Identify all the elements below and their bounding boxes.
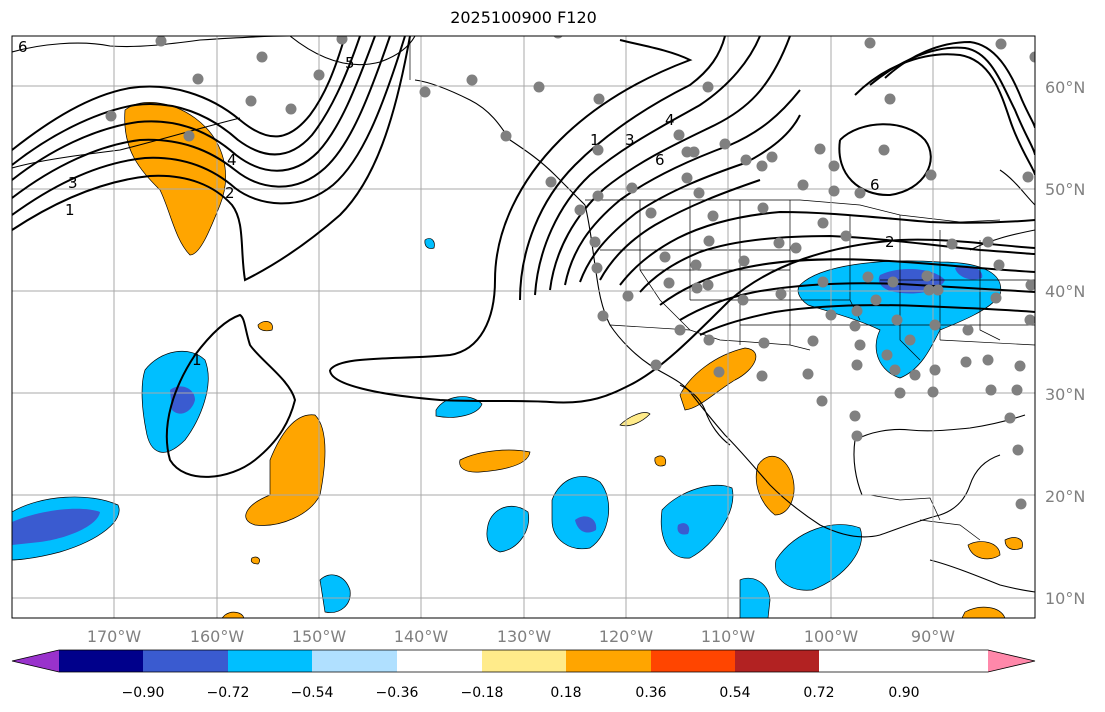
- contour-label-2a: 2: [225, 184, 235, 202]
- colorbar-segment-3: [228, 650, 312, 672]
- colorbar-segments: [59, 650, 819, 672]
- latitude-axis: 60°N 50°N 40°N 30°N 20°N 10°N: [1045, 78, 1085, 608]
- colorbar-segment-4: [312, 650, 397, 672]
- contour-label-4a: 4: [665, 111, 675, 129]
- lon-label-160: 160°W: [190, 627, 245, 646]
- colorbar-label-5: −0.18: [461, 685, 504, 701]
- colorbar-label-6: 0.18: [550, 685, 581, 701]
- contour-label-1a: 1: [65, 201, 75, 219]
- lon-label-170: 170°W: [87, 627, 142, 646]
- lon-label-120: 120°W: [599, 627, 654, 646]
- colorbar-label-7: 0.36: [635, 685, 666, 701]
- contour-label-6a: 6: [655, 151, 665, 169]
- colorbar-label-3: −0.54: [291, 685, 334, 701]
- contour-label-1b: 1: [192, 351, 202, 369]
- contour-label-2b: 2: [885, 233, 895, 251]
- lon-label-110: 110°W: [701, 627, 756, 646]
- map-frame: [11, 35, 1036, 619]
- contour-label-3a: 3: [68, 174, 78, 192]
- lon-label-150: 150°W: [292, 627, 347, 646]
- lat-label-20: 20°N: [1045, 487, 1085, 506]
- colorbar-label-4: −0.36: [376, 685, 419, 701]
- contour-label-6b: 6: [870, 176, 880, 194]
- lat-label-40: 40°N: [1045, 282, 1085, 301]
- contour-label-1c: 1: [590, 131, 600, 149]
- contour-lines: [12, 36, 1035, 478]
- colorbar-segment-6: [482, 650, 566, 672]
- colorbar-label-9: 0.72: [803, 685, 834, 701]
- colorbar-label-1: −0.90: [122, 685, 165, 701]
- lat-label-60: 60°N: [1045, 78, 1085, 97]
- colorbar: −0.90 −0.72 −0.54 −0.36 −0.18 0.18 0.36 …: [11, 649, 1036, 701]
- graticule: [12, 36, 1035, 618]
- contour-label-4b: 4: [227, 151, 237, 169]
- lat-label-50: 50°N: [1045, 180, 1085, 199]
- lon-label-130: 130°W: [497, 627, 552, 646]
- station-markers: [105, 36, 1035, 510]
- coastlines: [12, 36, 1035, 593]
- colorbar-segment-5: [397, 650, 482, 672]
- lon-label-90: 90°W: [911, 627, 955, 646]
- colorbar-extend-high: [988, 650, 1035, 672]
- colorbar-extend-low: [12, 650, 59, 672]
- lat-label-10: 10°N: [1045, 589, 1085, 608]
- colorbar-label-10: 0.90: [888, 685, 919, 701]
- lon-label-100: 100°W: [804, 627, 859, 646]
- colorbar-segment-8: [651, 650, 735, 672]
- contour-label-6c: 6: [18, 38, 28, 56]
- contour-label-3b: 3: [625, 131, 635, 149]
- colorbar-label-2: −0.72: [207, 685, 250, 701]
- longitude-axis: 170°W 160°W 150°W 140°W 130°W 120°W 110°…: [87, 627, 955, 646]
- lat-label-30: 30°N: [1045, 385, 1085, 404]
- colorbar-segment-1: [59, 650, 143, 672]
- colorbar-segment-2: [143, 650, 228, 672]
- lon-label-140: 140°W: [394, 627, 449, 646]
- contour-label-5a: 5: [345, 54, 355, 72]
- colorbar-segment-7: [566, 650, 651, 672]
- map-title: 2025100900 F120: [450, 8, 597, 27]
- colorbar-segment-9: [735, 650, 819, 672]
- colorbar-label-8: 0.54: [719, 685, 750, 701]
- colorbar-labels: −0.90 −0.72 −0.54 −0.36 −0.18 0.18 0.36 …: [122, 685, 920, 701]
- contour-label-group: 1 3 1 1 3 4 6 4 2 5 6 2 6: [18, 38, 895, 369]
